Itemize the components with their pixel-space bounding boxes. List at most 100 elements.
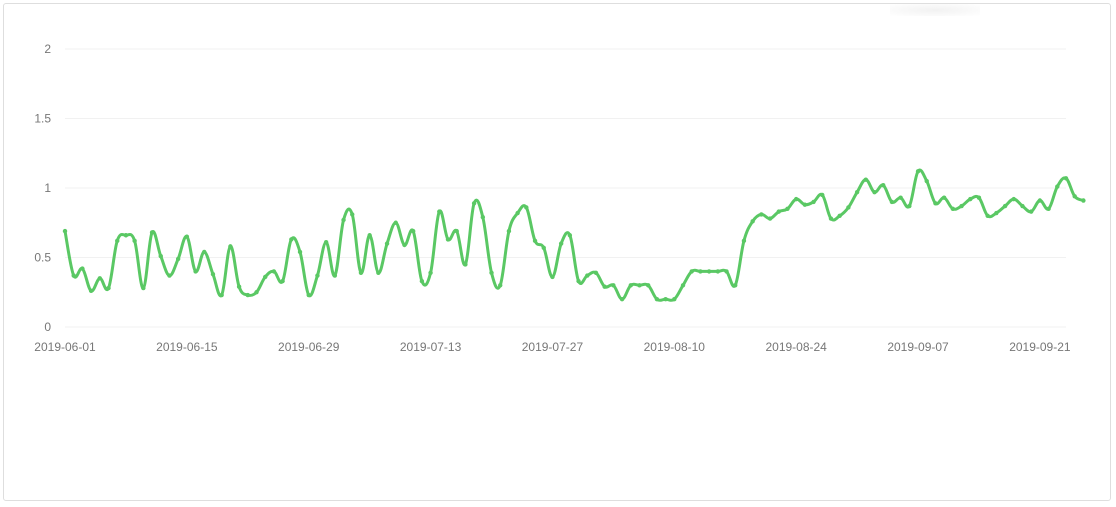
data-point[interactable] (715, 269, 721, 274)
data-point[interactable] (393, 220, 398, 225)
data-point[interactable] (593, 270, 599, 275)
data-point[interactable] (210, 271, 216, 277)
data-point[interactable] (576, 278, 581, 284)
data-point[interactable] (254, 290, 259, 295)
data-point[interactable] (158, 253, 163, 259)
data-point[interactable] (724, 269, 729, 274)
data-point[interactable] (881, 183, 886, 188)
data-point[interactable] (219, 292, 224, 298)
data-point[interactable] (402, 242, 407, 248)
data-point[interactable] (628, 283, 633, 288)
data-point[interactable] (1055, 184, 1060, 189)
data-point[interactable] (228, 244, 233, 249)
data-point[interactable] (193, 269, 198, 274)
data-point[interactable] (376, 270, 381, 275)
data-point[interactable] (611, 283, 616, 288)
data-point[interactable] (645, 283, 651, 288)
data-point[interactable] (271, 269, 277, 274)
data-point[interactable] (941, 195, 947, 200)
data-point[interactable] (863, 177, 868, 182)
data-point[interactable] (1020, 203, 1025, 209)
data-point[interactable] (837, 213, 842, 218)
data-point[interactable] (602, 284, 607, 289)
data-point[interactable] (532, 238, 538, 244)
data-point[interactable] (175, 256, 181, 262)
data-point[interactable] (672, 297, 677, 302)
data-point[interactable] (994, 210, 999, 216)
data-point[interactable] (167, 273, 172, 278)
data-point[interactable] (776, 209, 781, 214)
data-point[interactable] (289, 237, 294, 242)
data-point[interactable] (698, 269, 703, 274)
data-point[interactable] (463, 262, 468, 267)
data-point[interactable] (1081, 198, 1086, 203)
data-point[interactable] (915, 169, 921, 174)
data-point[interactable] (828, 216, 834, 221)
data-point[interactable] (802, 202, 808, 207)
data-point[interactable] (985, 213, 990, 218)
data-point[interactable] (541, 245, 546, 250)
data-point[interactable] (959, 203, 964, 209)
data-point[interactable] (323, 240, 329, 245)
data-point[interactable] (358, 270, 364, 275)
data-point[interactable] (115, 238, 120, 244)
data-point[interactable] (1072, 194, 1077, 199)
data-point[interactable] (663, 297, 668, 302)
data-point[interactable] (263, 274, 268, 280)
data-point[interactable] (297, 249, 303, 255)
data-point[interactable] (706, 269, 712, 274)
data-point[interactable] (350, 212, 355, 217)
data-point[interactable] (315, 273, 320, 278)
data-point[interactable] (384, 241, 390, 246)
data-point[interactable] (445, 237, 451, 242)
data-point[interactable] (80, 266, 85, 271)
data-point[interactable] (341, 217, 346, 223)
data-point[interactable] (489, 270, 494, 275)
data-point[interactable] (567, 233, 573, 238)
data-point[interactable] (97, 276, 103, 281)
data-point[interactable] (750, 219, 755, 224)
data-point[interactable] (889, 199, 895, 205)
data-point[interactable] (428, 270, 433, 275)
data-point[interactable] (585, 273, 590, 278)
data-point[interactable] (759, 212, 764, 217)
data-point[interactable] (1046, 206, 1051, 212)
data-point[interactable] (785, 206, 790, 212)
data-point[interactable] (1063, 176, 1069, 181)
data-point[interactable] (968, 196, 973, 202)
data-point[interactable] (245, 292, 250, 298)
data-point[interactable] (236, 284, 242, 289)
data-point[interactable] (62, 228, 68, 234)
data-point[interactable] (184, 234, 190, 239)
data-point[interactable] (1028, 209, 1034, 214)
data-point[interactable] (419, 278, 425, 284)
data-point[interactable] (1037, 198, 1043, 203)
data-point[interactable] (367, 233, 372, 238)
data-point[interactable] (88, 288, 94, 294)
data-point[interactable] (506, 228, 512, 234)
data-point[interactable] (811, 199, 816, 205)
data-point[interactable] (619, 297, 625, 302)
data-point[interactable] (550, 274, 555, 280)
data-point[interactable] (820, 192, 825, 198)
data-point[interactable] (767, 216, 773, 221)
data-point[interactable] (410, 228, 416, 234)
data-point[interactable] (741, 238, 747, 244)
data-point[interactable] (854, 189, 860, 195)
data-point[interactable] (332, 273, 338, 278)
data-point[interactable] (846, 205, 851, 210)
data-point[interactable] (733, 283, 738, 288)
data-point[interactable] (132, 238, 137, 244)
data-point[interactable] (280, 278, 285, 284)
data-point[interactable] (498, 283, 503, 288)
data-point[interactable] (515, 210, 520, 216)
data-point[interactable] (471, 201, 477, 206)
data-point[interactable] (793, 196, 799, 202)
data-point[interactable] (680, 283, 686, 288)
data-point[interactable] (933, 201, 938, 206)
data-point[interactable] (480, 214, 486, 220)
data-point[interactable] (524, 205, 529, 210)
data-point[interactable] (71, 273, 76, 278)
data-point[interactable] (437, 209, 442, 214)
data-point[interactable] (1002, 203, 1008, 209)
